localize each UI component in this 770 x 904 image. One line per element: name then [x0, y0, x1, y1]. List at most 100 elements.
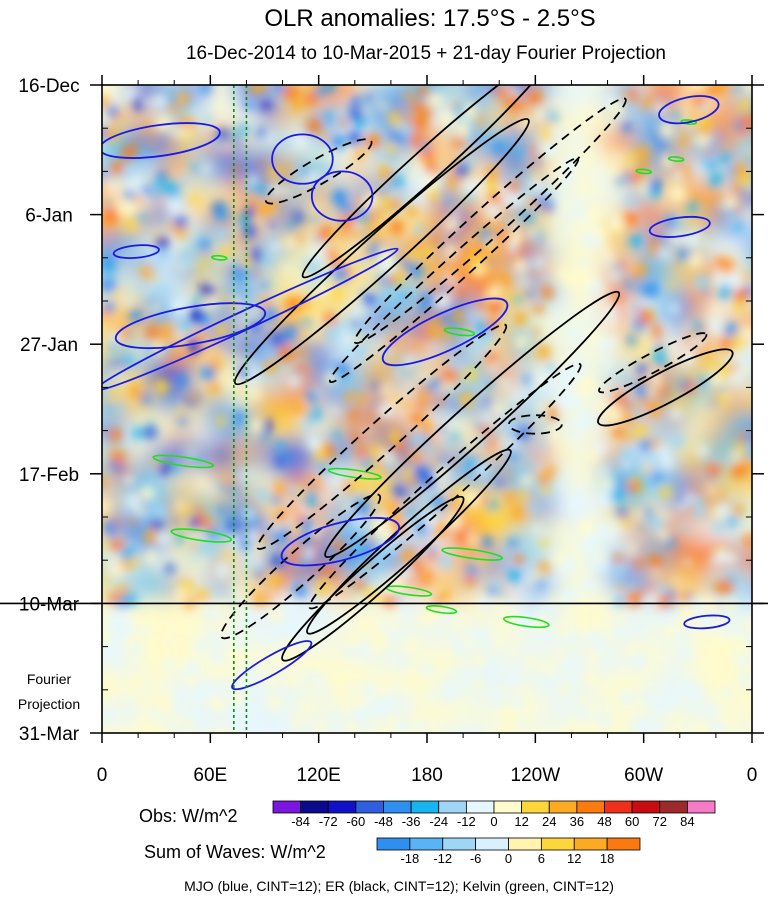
colorbar-swatch: [576, 800, 605, 814]
x-tick-label: 0: [747, 765, 758, 786]
colorbar-swatch: [438, 800, 467, 814]
colorbar-swatch: [604, 800, 633, 814]
wave-contours: [102, 85, 734, 691]
waves-colorbar-label: Sum of Waves: W/m^2: [144, 842, 326, 862]
mjo-contour-3: [114, 302, 267, 350]
y-axis-tick-labels: 16-Dec 6-Jan 27-Jan 17-Feb 10-Mar 31-Mar: [18, 76, 79, 745]
contour-legend-footer: MJO (blue, CINT=12); ER (black, CINT=12)…: [184, 878, 614, 894]
colorbar-swatch: [300, 800, 329, 814]
y-tick-label: 27-Jan: [20, 335, 78, 356]
kelvin-contour-1: [152, 454, 215, 469]
er-contour-2: [301, 85, 553, 279]
waves-colorbar: -18 -12 -6 0 6 12 18: [376, 837, 641, 866]
er-contour-7: [256, 323, 508, 550]
x-tick-label: 180: [411, 765, 443, 786]
colorbar-swatch: [327, 800, 357, 814]
colorbar-level-label: 84: [680, 814, 694, 829]
kelvin-contour-11: [680, 119, 698, 125]
mjo-contour-10: [683, 614, 731, 630]
colorbar-level-label: -6: [470, 851, 482, 866]
colorbar-swatch: [606, 837, 641, 851]
mjo-contour-1: [102, 122, 221, 159]
colorbar-level-label: 6: [538, 851, 545, 866]
mjo-contour-11: [231, 640, 313, 691]
y-tick-label: 16-Dec: [18, 76, 79, 97]
colorbar-swatch: [659, 800, 688, 814]
x-tick-label: 120E: [296, 765, 340, 786]
mjo-contour-5: [310, 170, 374, 222]
kelvin-contour-2: [327, 467, 382, 480]
colorbar-level-label: 12: [514, 814, 528, 829]
y-tick-label: 31-Mar: [19, 724, 80, 745]
colorbar-swatch: [410, 800, 440, 814]
colorbar-swatch: [409, 837, 444, 851]
colorbar-swatch: [465, 800, 495, 814]
obs-colorbar-label: Obs: W/m^2: [139, 806, 237, 826]
colorbar-swatch: [493, 800, 523, 814]
obs-colorbar: -84 -72 -60 -48 -36 -24 -12 0 12 24 36 48 60 72 84: [272, 800, 716, 829]
colorbar-swatch: [383, 800, 412, 814]
kelvin-contour-4: [441, 547, 503, 561]
er-contour-10: [220, 493, 382, 640]
colorbar-swatch: [573, 837, 608, 851]
colorbar-level-label: 24: [542, 814, 556, 829]
fourier-projection-label-line1: Fourier: [27, 671, 72, 687]
mjo-contour-8: [658, 95, 720, 125]
er-contour-13: [597, 348, 734, 427]
colorbar-level-label: -72: [319, 814, 338, 829]
chart-subtitle: 16-Dec-2014 to 10-Mar-2015 + 21-day Four…: [186, 43, 666, 64]
colorbar-level-label: 0: [490, 814, 497, 829]
mjo-contour-7: [280, 516, 401, 567]
x-tick-label: 60W: [624, 765, 663, 786]
kelvin-contour-10: [211, 254, 228, 261]
fourier-projection-label-line2: Projection: [18, 696, 80, 712]
colorbar-swatch: [355, 800, 384, 814]
colorbar-level-label: 48: [597, 814, 611, 829]
colorbar-level-label: 72: [653, 814, 667, 829]
colorbar-level-label: -24: [429, 814, 448, 829]
kelvin-contour-7: [425, 605, 458, 615]
colorbar-swatch: [508, 837, 542, 851]
y-tick-label: 6-Jan: [25, 206, 73, 227]
mjo-contour-2: [112, 244, 160, 259]
colorbar-level-label: -12: [433, 851, 452, 866]
er-contour-12: [264, 138, 373, 205]
colorbar-level-label: 18: [600, 851, 614, 866]
y-tick-label: 10-Mar: [19, 594, 80, 615]
kelvin-contour-9: [635, 168, 653, 175]
kelvin-contour-6: [502, 615, 550, 629]
mjo-contour-6: [102, 247, 399, 392]
reference-longitude-lines: [233, 85, 248, 733]
mjo-contour-12: [381, 297, 509, 367]
er-contour-4: [233, 118, 530, 386]
colorbar-level-label: 36: [570, 814, 584, 829]
chart-title: OLR anomalies: 17.5°S - 2.5°S: [264, 5, 595, 32]
colorbar-level-label: 12: [567, 851, 581, 866]
kelvin-contour-3: [170, 528, 233, 543]
x-axis-tick-labels: 0 60E 120E 180 120W 60W 0: [97, 765, 758, 786]
colorbar-swatch: [631, 800, 661, 814]
colorbar-swatch: [272, 800, 302, 814]
colorbar-swatch: [376, 837, 411, 851]
colorbar-level-label: 60: [625, 814, 639, 829]
colorbar-swatch: [442, 837, 477, 851]
er-contour-11: [281, 495, 465, 662]
y-tick-label: 17-Feb: [19, 465, 79, 486]
colorbar-level-label: -12: [457, 814, 476, 829]
mjo-contour-4: [271, 133, 334, 185]
er-contour-6: [324, 290, 621, 558]
er-contour-1: [507, 414, 563, 435]
colorbar-swatch: [475, 837, 509, 851]
er-contour-3: [353, 97, 627, 344]
x-tick-label: 120W: [511, 765, 561, 786]
er-contour-14: [598, 332, 708, 394]
colorbar-level-label: -18: [400, 851, 419, 866]
kelvin-contour-12: [667, 156, 685, 162]
x-tick-label: 0: [97, 765, 108, 786]
colorbar-level-label: -48: [374, 814, 393, 829]
colorbar-level-label: -84: [291, 814, 310, 829]
kelvin-contour-8: [443, 327, 476, 337]
colorbar-level-label: -36: [402, 814, 421, 829]
x-tick-label: 60E: [193, 765, 227, 786]
